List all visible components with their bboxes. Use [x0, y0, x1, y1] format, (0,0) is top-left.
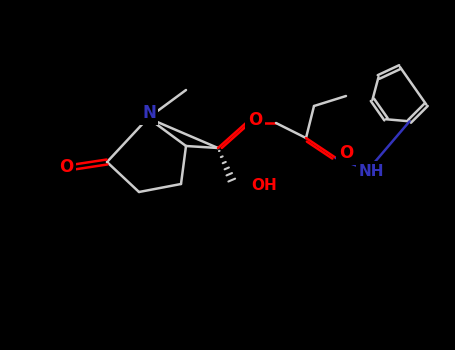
Text: O: O [59, 158, 73, 176]
Text: NH: NH [358, 163, 384, 178]
Text: O: O [248, 111, 262, 129]
Text: O: O [339, 144, 353, 162]
Text: OH: OH [251, 177, 277, 192]
Text: N: N [142, 104, 156, 122]
